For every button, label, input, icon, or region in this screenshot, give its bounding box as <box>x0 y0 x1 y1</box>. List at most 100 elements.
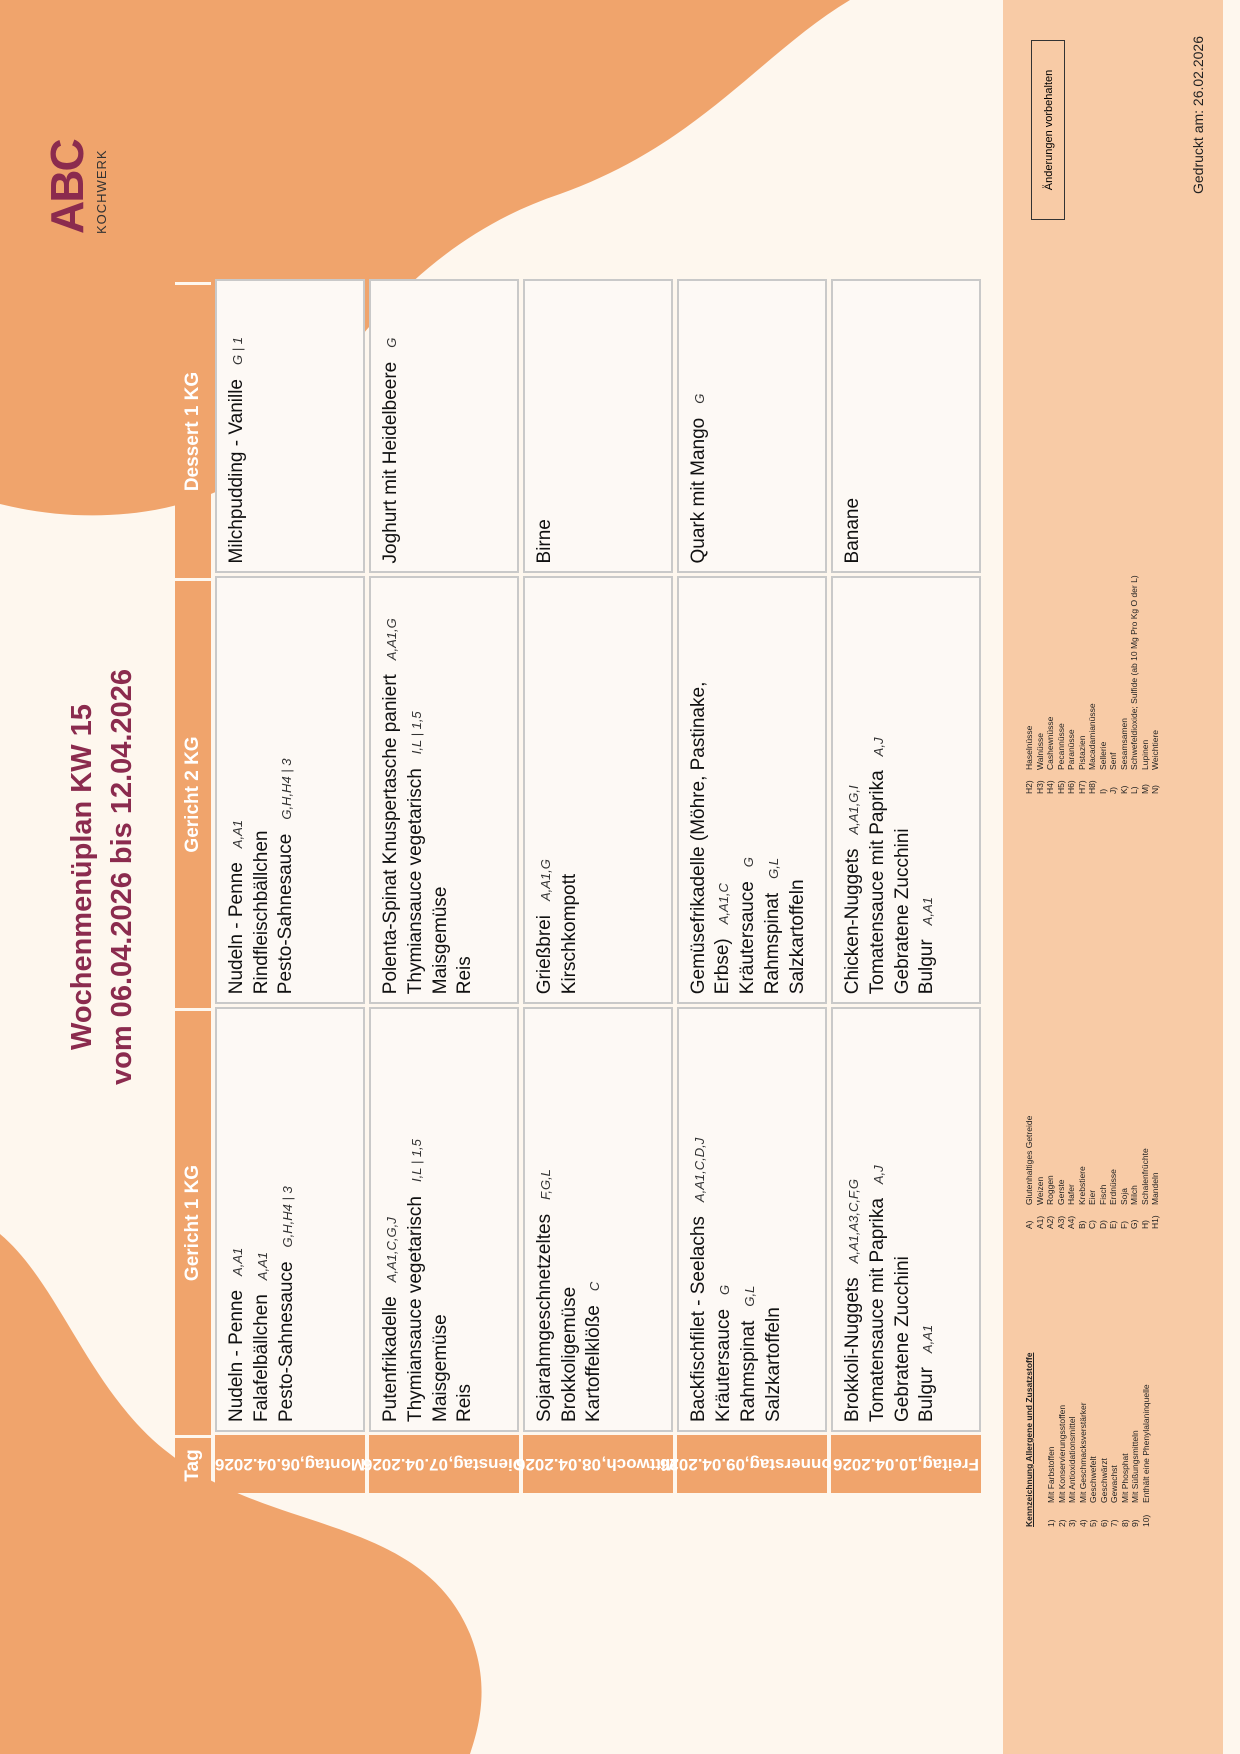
legend-text: Gewachst <box>1109 1465 1119 1503</box>
legend-code: H5) <box>1055 780 1066 794</box>
menu-row: Donnerstag, 09.04.2026 Backfischfilet - Se… <box>660 276 844 1493</box>
menu-item: Reis <box>453 1017 477 1422</box>
item-allergens: G,H,H4 | 3 <box>279 758 294 820</box>
item-name: Reis <box>454 1383 475 1422</box>
item-name: Putenfrikadelle <box>380 1296 401 1422</box>
item-allergens: G <box>741 857 756 868</box>
header-row: Tag Gericht 1 KG Gericht 2 KG Dessert 1 KG <box>175 276 211 1493</box>
legend-text: Hafer <box>1066 1184 1076 1205</box>
menu-item: Tomatensauce mit Paprika A,J <box>866 586 891 995</box>
menu-item: Gemüsefrikadelle (Möhre, Pastinake, Erbs… <box>687 586 736 995</box>
item-name: Joghurt mit Heidelbeere <box>380 361 401 564</box>
legend-text: Weizen <box>1034 1176 1045 1205</box>
menu-table: Tag Gericht 1 KG Gericht 2 KG Dessert 1 KG M… <box>175 276 981 1493</box>
legend-entry: J) Senf <box>1108 575 1119 795</box>
menu-item: Gebratene Zucchini <box>891 1017 915 1422</box>
menu-item: Milchpudding - Vanille G | 1 <box>225 289 250 563</box>
menu-item: Thymiansauce vegetarisch I,L | 1,5 <box>404 586 429 994</box>
legend-text: Krebstiere <box>1076 1166 1087 1205</box>
legend-code: A4) <box>1066 1215 1076 1229</box>
menu-cell: Polenta-Spinat Knuspertasche paniert A,A1… <box>369 576 519 1005</box>
legend-code: A1) <box>1034 1215 1045 1229</box>
legend-text: Pecannüsse <box>1055 723 1066 770</box>
legend-code: N) <box>1150 785 1160 794</box>
menu-item: Rahmspinat G,L <box>761 586 786 994</box>
menu-item: Backfischfilet - Seelachs A,A1,C,D,J <box>687 1017 712 1422</box>
legend-text: Haselnüsse <box>1024 725 1034 770</box>
legend-entry: I) Sellerie <box>1098 575 1109 794</box>
menu-cell: Putenfrikadelle A,A1,C,G,J Thymiansauce ve… <box>369 1007 519 1432</box>
item-allergens: A,A1,C,G,J <box>384 1217 399 1283</box>
item-allergens: A,A1 <box>230 820 245 849</box>
item-name: Gebratene Zucchini <box>892 1256 913 1422</box>
day-cell: Montag, 06.04.2026 <box>215 1435 365 1493</box>
legend-entry: D) Fisch <box>1098 1116 1109 1229</box>
legend-text: Erdnüsse <box>1108 1169 1118 1205</box>
legend-code: 4) <box>1077 1519 1088 1527</box>
item-name: Gebratene Zucchini <box>892 828 913 995</box>
menu-cell: Joghurt mit Heidelbeere G <box>369 279 519 574</box>
item-allergens: G,L <box>742 1285 757 1307</box>
item-allergens: A,A1,G,I <box>846 785 861 835</box>
legend-column: A) Glutenhaltiges Getreide A1) Weizen A2) Rog… <box>1024 1116 1161 1229</box>
legend-text: Glutenhaltiges Getreide <box>1024 1115 1034 1205</box>
legend-text: Gerste <box>1055 1179 1066 1205</box>
item-allergens: A,A1 <box>920 1324 935 1354</box>
menu-item: Kräutersauce G <box>736 586 761 994</box>
item-allergens: A,A1,C,D,J <box>692 1137 707 1203</box>
legend-entry: H3) Walnüsse <box>1035 575 1046 794</box>
legend-code: M) <box>1139 784 1150 794</box>
menu-item: Joghurt mit Heidelbeere G <box>379 289 404 564</box>
day-name: Dienstag, <box>448 1455 525 1474</box>
item-name: Nudeln - Penne <box>226 1289 247 1422</box>
legend-code: 10) <box>1140 1514 1151 1527</box>
menu-item: Brokkoligemüse <box>558 1017 582 1422</box>
menu-row: Mittwoch, 08.04.2026 Sojarahmgeschnetzelte… <box>516 276 680 1493</box>
blob-right <box>0 0 850 516</box>
menu-item: Nudeln - Penne A,A1 <box>225 1017 250 1422</box>
legend-entry: L) Schwefeldioxide; Sulfide (ab 10 Mg Pro… <box>1129 575 1140 794</box>
legend-entry: 1) Mit Farbstoffen <box>1046 1384 1057 1527</box>
legend-code: 2) <box>1056 1519 1067 1527</box>
item-name: Thymiansauce vegetarisch <box>405 768 426 995</box>
menu-cell: Nudeln - Penne A,A1 Falafelbällchen A,A1 Pes… <box>215 1007 365 1432</box>
notice: Änderungen vorbehalten <box>1031 40 1065 220</box>
day-name: Montag, <box>299 1455 366 1474</box>
legend-text: Lupinen <box>1139 739 1150 770</box>
legend-code: L) <box>1129 786 1139 794</box>
legend-entry: 6) Geschwärzt <box>1099 1384 1110 1527</box>
menu-item: Chicken-Nuggets A,A1,G,I <box>841 586 866 994</box>
day-date: 08.04.2026 <box>516 1455 602 1474</box>
menu-row: Freitag, 10.04.2026 Brokkoli-Nuggets A,A1,A… <box>831 276 981 1493</box>
legend-text: Paranüsse <box>1066 729 1076 770</box>
item-name: Milchpudding - Vanille <box>226 379 247 564</box>
menu-item: Sojarahmgeschnetzeltes F,G,L <box>533 1017 558 1422</box>
legend-code: H6) <box>1066 780 1076 794</box>
legend-entry: G) Milch <box>1129 1116 1140 1229</box>
legend: Kennzeichnung Allergene und Zusatzstoffe… <box>1024 527 1224 1527</box>
legend-title: Kennzeichnung Allergene und Zusatzstoffe <box>1024 1352 1034 1527</box>
menu-cell: Grießbrei A,A1,G Kirschkompott <box>523 576 673 1005</box>
menu-item: Bulgur A,A1 <box>915 1017 940 1422</box>
legend-text: Senf <box>1108 752 1118 771</box>
item-name: Maisgemüse <box>430 886 451 995</box>
legend-code: I) <box>1097 788 1108 794</box>
day-cell: Mittwoch, 08.04.2026 <box>516 1435 680 1493</box>
menu-item: Rahmspinat G,L <box>737 1017 762 1422</box>
menu-item: Pesto-Sahnesauce G,H,H4 | 3 <box>274 586 299 994</box>
item-name: Backfischfilet - Seelachs <box>688 1216 709 1422</box>
legend-code: B) <box>1076 1220 1087 1230</box>
menu-item: Salzkartoffeln <box>786 586 810 994</box>
item-allergens: G | 1 <box>230 337 245 365</box>
legend-code: G) <box>1129 1219 1139 1229</box>
item-name: Thymiansauce vegetarisch <box>405 1196 426 1422</box>
item-name: Tomatensauce mit Paprika <box>867 770 888 995</box>
legend-text: Mit Farbstoffen <box>1046 1446 1056 1503</box>
item-allergens: G,H,H4 | 3 <box>280 1186 295 1248</box>
legend-entry: H5) Pecannüsse <box>1056 575 1067 794</box>
item-allergens: G <box>717 1284 732 1295</box>
item-allergens: F,G,L <box>538 1169 553 1200</box>
legend-code: H3) <box>1034 780 1045 794</box>
legend-code: 8) <box>1119 1519 1130 1527</box>
